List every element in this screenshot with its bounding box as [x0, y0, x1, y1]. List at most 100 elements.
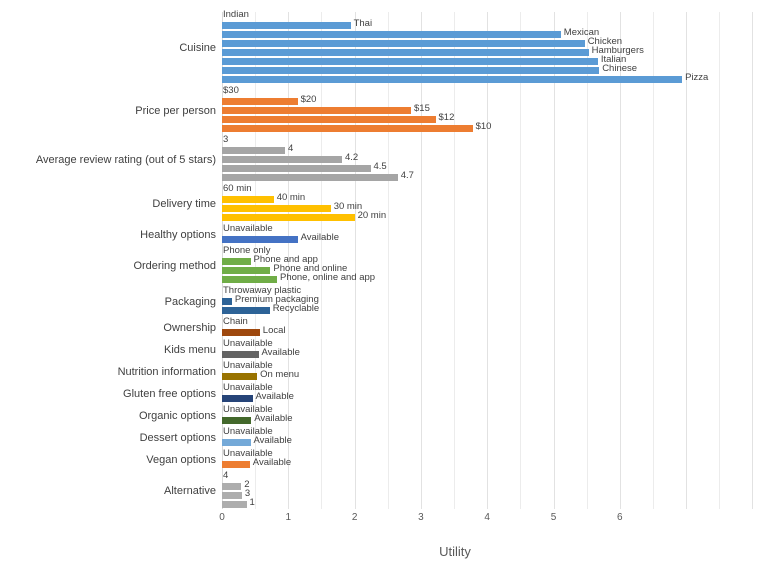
utility-bar-row: Phone, online and app — [222, 272, 752, 284]
bar-value-label: Unavailable — [223, 223, 273, 234]
bar-value-label: $20 — [300, 94, 317, 105]
gridline — [619, 12, 621, 509]
x-tick-label: 5 — [550, 512, 557, 523]
bar-groups: Cuisine Indian Thai Mexican Chicken Hamburger… — [36, 9, 752, 509]
attribute-group: Alternative 4 2 3 1 — [164, 470, 752, 509]
utility-bar-row: 20 min — [222, 210, 752, 222]
x-axis-title: Utility — [439, 544, 471, 559]
utility-bar — [222, 147, 285, 154]
utility-bar — [222, 501, 247, 508]
attribute-group: Price per person $30 $20 $15 $12 $10 — [135, 85, 752, 133]
utility-bar-row: Available — [222, 391, 752, 403]
utility-bar — [222, 116, 436, 123]
utility-bar-row: Pizza — [222, 72, 752, 84]
bar-value-label: 4 — [223, 470, 229, 481]
attribute-group: Packaging Throwaway plastic Premium packag… — [165, 285, 752, 315]
bar-value-label: Chinese — [602, 63, 638, 74]
category-label: Cuisine — [179, 42, 216, 54]
utility-bar-row: 4 — [222, 470, 752, 482]
attribute-group: Dessert options Unavailable Available — [140, 426, 752, 447]
category-label: Ownership — [163, 322, 216, 334]
utility-bar — [222, 205, 331, 212]
utility-bar-row: Premium packaging — [222, 294, 752, 306]
utility-bar-row: 4.7 — [222, 170, 752, 182]
bar-value-label: 4.2 — [345, 152, 359, 163]
utility-bar-row: Chain — [222, 316, 752, 328]
gridline — [553, 12, 555, 509]
bar-value-label: Available — [254, 413, 293, 424]
utility-bar-row: Throwaway plastic — [222, 285, 752, 297]
attribute-group: Healthy options Unavailable Available — [140, 223, 752, 244]
utility-bar — [222, 165, 371, 172]
utility-bar-row: Phone and app — [222, 254, 752, 266]
utility-bar — [222, 49, 589, 56]
utility-bar-row: Unavailable — [222, 448, 752, 460]
utility-bar-row: Chicken — [222, 36, 752, 48]
utility-bar — [222, 40, 585, 47]
gridline — [686, 12, 688, 509]
utility-bar-row: $20 — [222, 94, 752, 106]
utility-bar — [222, 439, 251, 446]
utility-bar-row: Unavailable — [222, 360, 752, 372]
bar-value-label: Chicken — [587, 36, 623, 47]
bar-value-label: 3 — [244, 488, 251, 499]
bar-value-label: Available — [261, 347, 300, 358]
bar-value-label: Chain — [223, 316, 248, 327]
attribute-group: Kids menu Unavailable Available — [164, 338, 752, 359]
utility-bar — [222, 258, 251, 265]
utility-bar-row: 4.5 — [222, 161, 752, 173]
category-label: Healthy options — [140, 229, 216, 241]
utility-bar — [222, 76, 683, 83]
utility-bar-row: Available — [222, 347, 752, 359]
utility-bar-row: Available — [222, 435, 752, 447]
utility-bar-row: Unavailable — [222, 382, 752, 394]
bar-value-label: Available — [300, 232, 339, 243]
attribute-group: Nutrition information Unavailable On menu — [118, 360, 752, 381]
utility-bar — [222, 107, 411, 114]
gridline — [321, 12, 323, 509]
x-tick-label: 0 — [219, 512, 225, 523]
utility-bar — [222, 483, 242, 490]
bar-value-label: Unavailable — [223, 382, 273, 393]
utility-bar-row: $12 — [222, 112, 752, 124]
bar-value-label: Phone only — [223, 245, 271, 256]
utility-bar-row: 4 — [222, 143, 752, 155]
category-label: Delivery time — [152, 198, 216, 210]
bar-value-label: Available — [253, 435, 292, 446]
bar-value-label: Indian — [223, 9, 249, 20]
category-label: Packaging — [164, 295, 216, 308]
gridline — [652, 12, 654, 509]
utility-bar-row: On menu — [222, 369, 752, 381]
attribute-group: Organic options Unavailable Available — [139, 404, 752, 425]
utility-bar-row: Hamburgers — [222, 45, 752, 57]
bar-value-label: Local — [262, 325, 286, 336]
utility-bar — [222, 98, 298, 105]
utility-bar-row: Chinese — [222, 63, 752, 75]
attribute-group: Ordering method Phone only Phone and app Ph… — [133, 245, 752, 284]
utility-bar-row: Local — [222, 325, 752, 337]
bar-value-label: 4.7 — [400, 170, 414, 181]
x-tick-label: 6 — [617, 512, 623, 523]
bar-value-label: 30 min — [333, 201, 363, 212]
utility-bar — [222, 174, 398, 181]
bar-value-label: Thai — [353, 18, 373, 29]
gridline — [752, 12, 754, 509]
utility-bar — [222, 329, 260, 336]
utility-bar-row: $30 — [222, 85, 752, 97]
gridline — [520, 12, 522, 509]
bar-value-label: 3 — [223, 134, 229, 145]
utility-bar-row: 30 min — [222, 201, 752, 213]
bar-value-label: Hamburgers — [591, 45, 644, 56]
category-label: Price per person — [135, 104, 216, 117]
bar-value-label: $12 — [438, 112, 455, 123]
bar-value-label: $10 — [475, 121, 492, 132]
bar-value-label: Premium packaging — [234, 294, 319, 305]
utility-bar — [222, 67, 600, 74]
bar-value-label: Throwaway plastic — [223, 285, 302, 296]
utility-bar — [222, 492, 242, 499]
x-tick-label: 1 — [285, 512, 292, 523]
bar-value-label: Recyclable — [272, 303, 320, 314]
bar-value-label: $15 — [414, 103, 430, 114]
utility-bar-row: Indian — [222, 9, 752, 21]
